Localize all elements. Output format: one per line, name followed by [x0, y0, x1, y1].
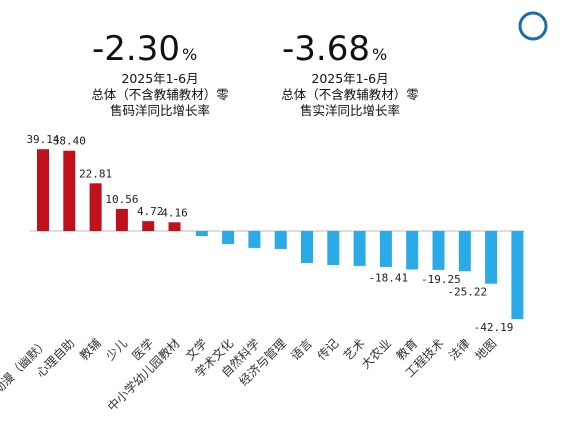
bar [89, 183, 102, 231]
bar [168, 222, 181, 231]
value-label: 39.14 [26, 133, 59, 146]
value-label: 4.72 [137, 205, 164, 218]
headline-unit: % [372, 45, 387, 64]
value-label: -25.22 [447, 286, 487, 299]
bar [301, 231, 313, 263]
headline-line: 售码洋同比增长率 [110, 103, 210, 118]
bar [458, 231, 471, 272]
value-label: 4.16 [161, 206, 188, 219]
headline-line: 总体（不含教辅教材）零 [91, 87, 229, 102]
bar [406, 231, 419, 270]
category-label: 大农业 [359, 336, 394, 371]
headline-unit: % [182, 45, 197, 64]
headline-line: 2025年1-6月 [311, 71, 388, 86]
bar [195, 231, 208, 237]
category-label: 少儿 [103, 336, 130, 363]
bar [142, 221, 155, 231]
category-label: 语言 [288, 336, 315, 363]
bar [432, 231, 445, 270]
bar [485, 231, 498, 284]
bar [115, 208, 128, 231]
bar [353, 231, 366, 266]
value-label: 22.81 [79, 167, 112, 180]
value-label: -18.41 [368, 271, 408, 284]
category-label: 教辅 [76, 336, 104, 364]
headline-value: -3.68 [282, 29, 370, 69]
value-label: -42.19 [474, 321, 514, 334]
value-label: -19.25 [421, 273, 461, 286]
headline-line: 总体（不含教辅教材）零 [281, 87, 419, 102]
bar [37, 149, 49, 231]
bar [222, 231, 235, 244]
headline-value: -2.30 [92, 29, 180, 69]
bar [274, 231, 287, 249]
category-label: 传记 [314, 336, 342, 364]
category-label: 地图 [472, 336, 499, 363]
value-label: 10.56 [105, 193, 138, 206]
value-label: 38.40 [53, 135, 86, 148]
bar [327, 231, 340, 266]
headline-line: 2025年1-6月 [121, 71, 198, 86]
bar [63, 150, 76, 231]
bar [248, 231, 261, 248]
bar [379, 231, 392, 267]
bar [511, 231, 524, 320]
headline-line: 售实洋同比增长率 [300, 103, 400, 118]
logo [518, 11, 548, 41]
category-label: 法律 [446, 336, 473, 363]
